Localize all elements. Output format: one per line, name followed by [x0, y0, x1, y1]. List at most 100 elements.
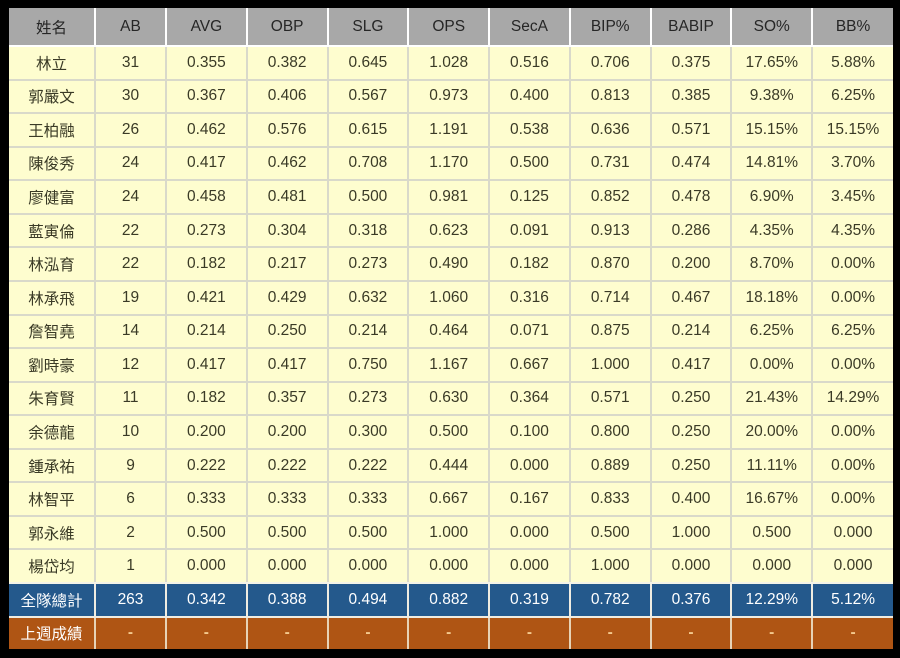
stat-cell[interactable]: 0.222 — [327, 448, 410, 484]
stat-cell[interactable]: 1 — [95, 549, 167, 585]
stat-cell[interactable]: 0.000 — [327, 549, 410, 585]
last-week-value-cell[interactable]: - — [327, 616, 410, 649]
stat-cell[interactable]: 0.00% — [812, 348, 893, 383]
stat-cell[interactable]: 0.182 — [166, 381, 248, 417]
team-total-value-cell[interactable]: 0.388 — [246, 583, 329, 618]
stat-cell[interactable]: 19 — [95, 280, 167, 316]
stat-cell[interactable]: 0.571 — [569, 381, 652, 417]
stat-cell[interactable]: 0.000 — [489, 549, 571, 585]
last-week-value-cell[interactable]: - — [569, 616, 652, 649]
team-total-value-cell[interactable]: 0.494 — [327, 583, 410, 618]
stat-cell[interactable]: 1.170 — [408, 146, 491, 182]
stat-cell[interactable]: 0.000 — [731, 549, 814, 585]
team-total-value-cell[interactable]: 0.782 — [569, 583, 652, 618]
stat-cell[interactable]: 0.636 — [569, 113, 652, 148]
header-cell-2[interactable]: AVG — [166, 8, 248, 47]
stat-cell[interactable]: 0.00% — [812, 448, 893, 484]
stat-cell[interactable]: 0.632 — [327, 280, 410, 316]
stat-cell[interactable]: 0.444 — [408, 448, 491, 484]
stat-cell[interactable]: 0.417 — [246, 348, 329, 383]
stat-cell[interactable]: 1.000 — [408, 515, 491, 551]
stat-cell[interactable]: 2 — [95, 515, 167, 551]
stat-cell[interactable]: 21.43% — [731, 381, 814, 417]
stat-cell[interactable]: 0.000 — [489, 448, 571, 484]
stat-cell[interactable]: 15.15% — [731, 113, 814, 148]
stat-cell[interactable]: 6.25% — [812, 79, 893, 115]
stat-cell[interactable]: 0.222 — [246, 448, 329, 484]
team-total-value-cell[interactable]: 0.376 — [650, 583, 733, 618]
stat-cell[interactable]: 0.500 — [489, 146, 571, 182]
stat-cell[interactable]: 0.000 — [246, 549, 329, 585]
stat-cell[interactable]: 0.250 — [246, 314, 329, 350]
stat-cell[interactable]: 0.889 — [569, 448, 652, 484]
stat-cell[interactable]: 0.667 — [489, 348, 571, 383]
stat-cell[interactable]: 0.100 — [489, 415, 571, 450]
stat-cell[interactable]: 0.286 — [650, 213, 733, 249]
header-cell-6[interactable]: SecA — [489, 8, 571, 47]
stat-cell[interactable]: 0.462 — [246, 146, 329, 182]
stat-cell[interactable]: 31 — [95, 46, 167, 81]
stat-cell[interactable]: 6.90% — [731, 180, 814, 215]
stat-cell[interactable]: 1.060 — [408, 280, 491, 316]
stat-cell[interactable]: 1.191 — [408, 113, 491, 148]
stat-cell[interactable]: 0.615 — [327, 113, 410, 148]
stat-cell[interactable]: 0.981 — [408, 180, 491, 215]
stat-cell[interactable]: 0.500 — [327, 180, 410, 215]
stat-cell[interactable]: 0.182 — [166, 247, 248, 282]
last-week-value-cell[interactable]: - — [489, 616, 571, 649]
player-name-cell[interactable]: 陳俊秀 — [9, 146, 96, 182]
stat-cell[interactable]: 3.45% — [812, 180, 893, 215]
player-name-cell[interactable]: 鍾承祐 — [9, 448, 96, 484]
stat-cell[interactable]: 0.400 — [489, 79, 571, 115]
stat-cell[interactable]: 0.222 — [166, 448, 248, 484]
stat-cell[interactable]: 0.516 — [489, 46, 571, 81]
last-week-value-cell[interactable]: - — [731, 616, 814, 649]
team-total-value-cell[interactable]: 12.29% — [731, 583, 814, 618]
stat-cell[interactable]: 0.367 — [166, 79, 248, 115]
last-week-value-cell[interactable]: - — [650, 616, 733, 649]
stat-cell[interactable]: 0.458 — [166, 180, 248, 215]
stat-cell[interactable]: 0.467 — [650, 280, 733, 316]
stat-cell[interactable]: 24 — [95, 180, 167, 215]
last-week-label-cell[interactable]: 上週成績 — [9, 616, 96, 649]
stat-cell[interactable]: 12 — [95, 348, 167, 383]
stat-cell[interactable]: 0.385 — [650, 79, 733, 115]
stat-cell[interactable]: 0.731 — [569, 146, 652, 182]
stat-cell[interactable]: 0.00% — [812, 247, 893, 282]
stat-cell[interactable]: 0.973 — [408, 79, 491, 115]
stat-cell[interactable]: 18.18% — [731, 280, 814, 316]
player-name-cell[interactable]: 詹智堯 — [9, 314, 96, 350]
stat-cell[interactable]: 14 — [95, 314, 167, 350]
header-cell-5[interactable]: OPS — [408, 8, 491, 47]
stat-cell[interactable]: 0.833 — [569, 482, 652, 517]
stat-cell[interactable]: 0.400 — [650, 482, 733, 517]
player-name-cell[interactable]: 楊岱均 — [9, 549, 96, 585]
stat-cell[interactable]: 16.67% — [731, 482, 814, 517]
player-name-cell[interactable]: 王柏融 — [9, 113, 96, 148]
stat-cell[interactable]: 14.29% — [812, 381, 893, 417]
stat-cell[interactable]: 0.200 — [166, 415, 248, 450]
stat-cell[interactable]: 22 — [95, 213, 167, 249]
stat-cell[interactable]: 0.417 — [650, 348, 733, 383]
stat-cell[interactable]: 0.500 — [408, 415, 491, 450]
stat-cell[interactable]: 0.00% — [812, 482, 893, 517]
player-name-cell[interactable]: 林智平 — [9, 482, 96, 517]
stat-cell[interactable]: 6 — [95, 482, 167, 517]
last-week-value-cell[interactable]: - — [246, 616, 329, 649]
stat-cell[interactable]: 0.567 — [327, 79, 410, 115]
stat-cell[interactable]: 0.382 — [246, 46, 329, 81]
stat-cell[interactable]: 1.028 — [408, 46, 491, 81]
stat-cell[interactable]: 1.167 — [408, 348, 491, 383]
player-name-cell[interactable]: 林立 — [9, 46, 96, 81]
player-name-cell[interactable]: 林泓育 — [9, 247, 96, 282]
stat-cell[interactable]: 0.500 — [569, 515, 652, 551]
stat-cell[interactable]: 24 — [95, 146, 167, 182]
player-name-cell[interactable]: 藍寅倫 — [9, 213, 96, 249]
stat-cell[interactable]: 0.250 — [650, 381, 733, 417]
last-week-value-cell[interactable]: - — [408, 616, 491, 649]
stat-cell[interactable]: 0.462 — [166, 113, 248, 148]
team-total-value-cell[interactable]: 0.342 — [166, 583, 248, 618]
stat-cell[interactable]: 26 — [95, 113, 167, 148]
header-cell-3[interactable]: OBP — [246, 8, 329, 47]
stat-cell[interactable]: 3.70% — [812, 146, 893, 182]
